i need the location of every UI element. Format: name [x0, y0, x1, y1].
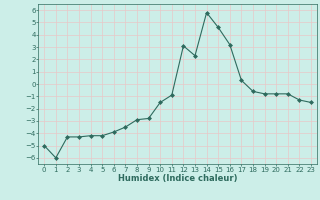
X-axis label: Humidex (Indice chaleur): Humidex (Indice chaleur)	[118, 174, 237, 183]
